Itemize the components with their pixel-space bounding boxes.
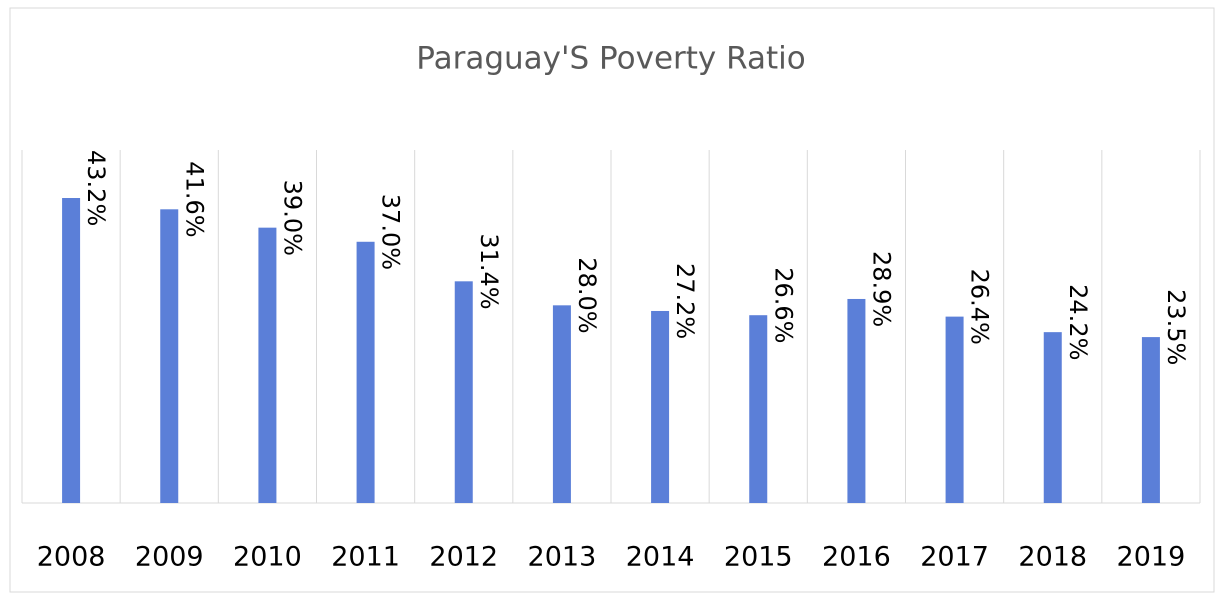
x-tick-label: 2017 bbox=[920, 542, 989, 573]
data-label: 31.4% bbox=[475, 233, 503, 309]
x-tick-label: 2018 bbox=[1018, 542, 1087, 573]
x-tick-label: 2010 bbox=[233, 542, 302, 573]
data-label: 27.2% bbox=[671, 263, 699, 339]
chart-title: Paraguay'S Poverty Ratio bbox=[416, 41, 805, 77]
data-label: 28.0% bbox=[573, 257, 601, 333]
data-label: 23.5% bbox=[1162, 289, 1190, 365]
bar bbox=[1043, 332, 1062, 503]
data-label: 39.0% bbox=[278, 180, 306, 256]
data-label: 26.4% bbox=[966, 269, 994, 345]
bar bbox=[1141, 337, 1160, 503]
x-tick-label: 2019 bbox=[1117, 542, 1186, 573]
bar bbox=[454, 281, 473, 503]
chart-border bbox=[9, 7, 1215, 593]
bar bbox=[62, 198, 81, 503]
bar bbox=[945, 316, 964, 503]
bar bbox=[749, 315, 768, 503]
bar bbox=[160, 209, 179, 503]
data-label: 37.0% bbox=[377, 194, 405, 270]
data-label: 24.2% bbox=[1064, 284, 1092, 360]
x-tick-label: 2012 bbox=[429, 542, 498, 573]
bar bbox=[552, 305, 571, 503]
x-tick-label: 2013 bbox=[528, 542, 597, 573]
data-label: 43.2% bbox=[82, 150, 110, 226]
bar bbox=[847, 298, 866, 503]
data-label: 28.9% bbox=[867, 251, 895, 327]
bar bbox=[651, 310, 670, 503]
x-tick-label: 2008 bbox=[37, 542, 106, 573]
data-label: 26.6% bbox=[769, 267, 797, 343]
x-tick-label: 2009 bbox=[135, 542, 204, 573]
x-tick-label: 2015 bbox=[724, 542, 793, 573]
data-label: 41.6% bbox=[180, 161, 208, 237]
x-tick-label: 2011 bbox=[331, 542, 400, 573]
bar bbox=[258, 227, 277, 503]
x-tick-label: 2014 bbox=[626, 542, 695, 573]
bar bbox=[356, 241, 375, 503]
x-tick-label: 2016 bbox=[822, 542, 891, 573]
